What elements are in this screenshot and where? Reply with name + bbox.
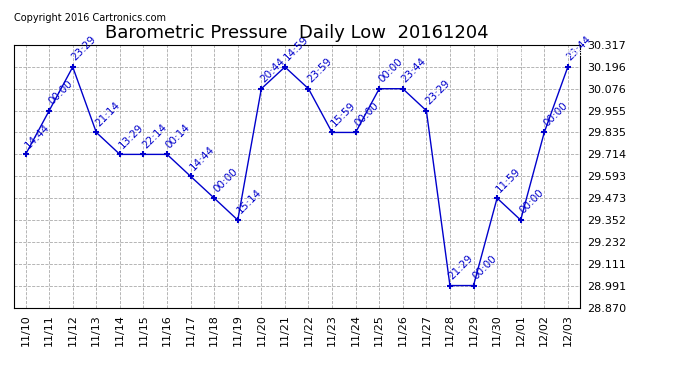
Text: 13:29: 13:29 <box>117 122 146 150</box>
Text: 00:00: 00:00 <box>518 188 546 216</box>
Text: 21:29: 21:29 <box>447 253 475 281</box>
Text: 23:44: 23:44 <box>400 56 428 84</box>
Text: Copyright 2016 Cartronics.com: Copyright 2016 Cartronics.com <box>14 13 166 23</box>
Text: 00:14: 00:14 <box>164 122 193 150</box>
Text: 00:00: 00:00 <box>542 100 569 128</box>
Text: 00:00: 00:00 <box>46 78 75 106</box>
Text: 00:00: 00:00 <box>211 166 239 194</box>
Text: 15:59: 15:59 <box>329 100 357 128</box>
Text: 22:14: 22:14 <box>141 122 169 150</box>
Text: 21:14: 21:14 <box>93 100 121 128</box>
Text: 23:29: 23:29 <box>70 34 98 63</box>
Text: 23:44: 23:44 <box>565 34 593 63</box>
Text: 20:44: 20:44 <box>259 56 287 84</box>
Title: Barometric Pressure  Daily Low  20161204: Barometric Pressure Daily Low 20161204 <box>105 24 489 42</box>
Text: 15:14: 15:14 <box>235 188 263 216</box>
Text: 00:00: 00:00 <box>353 100 381 128</box>
Text: 23:29: 23:29 <box>424 78 452 106</box>
Text: 00:00: 00:00 <box>471 254 499 281</box>
Text: 14:59: 14:59 <box>282 34 310 63</box>
Text: Pressure  (Inches/Hg): Pressure (Inches/Hg) <box>491 48 613 58</box>
Text: 23:59: 23:59 <box>306 56 334 84</box>
Text: 14:44: 14:44 <box>188 144 216 172</box>
Text: 00:00: 00:00 <box>376 57 404 84</box>
Text: 11:59: 11:59 <box>494 166 522 194</box>
Text: 14:44: 14:44 <box>23 122 51 150</box>
